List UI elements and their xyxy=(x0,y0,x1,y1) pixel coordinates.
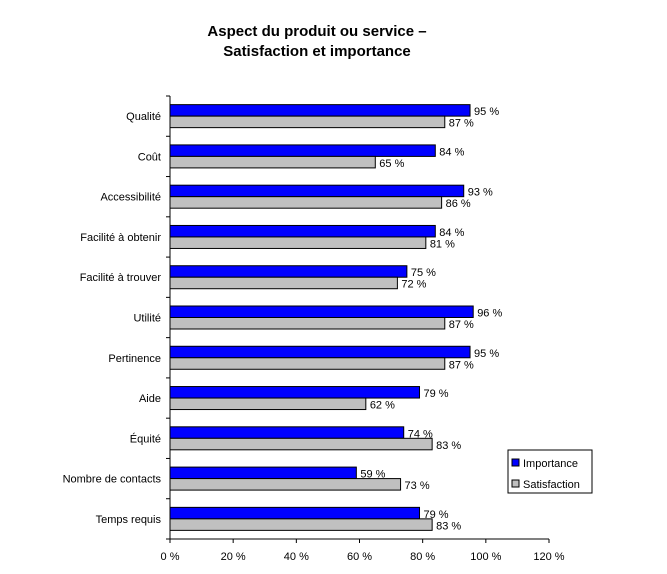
category-label: Accessibilité xyxy=(100,192,161,204)
bar-satisfaction xyxy=(169,196,443,209)
category-label: Facilité à obtenir xyxy=(80,232,161,244)
bar-satisfaction xyxy=(169,236,427,249)
bar-satisfaction xyxy=(169,317,446,330)
bar-importance xyxy=(169,386,421,399)
data-label-importance: 84 % xyxy=(439,227,464,239)
legend-label-importance: Importance xyxy=(523,458,578,470)
data-label-satisfaction: 65 % xyxy=(379,158,404,170)
legend-swatch-importance xyxy=(511,458,520,467)
chart-title-line-1: Aspect du produit ou service – xyxy=(207,23,427,40)
data-label-importance: 93 % xyxy=(468,187,493,199)
bar-satisfaction xyxy=(169,155,376,169)
legend-swatch-satisfaction xyxy=(511,479,520,488)
bar-importance xyxy=(169,466,357,480)
category-label: Équité xyxy=(130,432,161,445)
data-label-importance: 96 % xyxy=(477,308,502,320)
x-tick-label: 100 % xyxy=(470,551,501,563)
x-tick-label: 20 % xyxy=(221,551,246,563)
category-label: Pertinence xyxy=(108,353,161,365)
bar-importance xyxy=(169,104,471,117)
chart-title-line-2: Satisfaction et importance xyxy=(223,43,411,60)
data-label-importance: 74 % xyxy=(408,428,433,440)
bar-satisfaction xyxy=(169,276,398,290)
data-label-satisfaction: 86 % xyxy=(446,198,471,210)
x-tick-label: 80 % xyxy=(410,551,435,563)
bar-satisfaction xyxy=(169,397,367,411)
x-tick-label: 40 % xyxy=(284,551,309,563)
data-label-satisfaction: 83 % xyxy=(436,440,461,452)
data-label-importance: 95 % xyxy=(474,106,499,118)
category-label: Qualité xyxy=(126,111,161,123)
category-label: Aide xyxy=(139,393,161,405)
data-label-satisfaction: 87 % xyxy=(449,319,474,331)
legend-box xyxy=(507,449,593,494)
category-label: Facilité à trouver xyxy=(80,272,162,284)
data-label-importance: 79 % xyxy=(424,509,449,521)
data-label-satisfaction: 62 % xyxy=(370,400,395,412)
data-label-importance: 79 % xyxy=(424,388,449,400)
bar-importance xyxy=(169,506,421,520)
bar-importance xyxy=(169,345,471,359)
data-label-importance: 84 % xyxy=(439,146,464,158)
bar-importance xyxy=(169,184,465,198)
bar-importance xyxy=(169,265,408,278)
category-label: Utilité xyxy=(133,313,161,325)
bar-satisfaction xyxy=(169,357,446,370)
data-label-importance: 95 % xyxy=(474,348,499,360)
bar-importance xyxy=(169,305,474,318)
data-label-importance: 59 % xyxy=(360,469,385,481)
data-label-importance: 75 % xyxy=(411,267,436,279)
bar-satisfaction xyxy=(169,518,433,531)
bar-importance xyxy=(169,144,436,157)
data-label-satisfaction: 81 % xyxy=(430,238,455,250)
bar-satisfaction xyxy=(169,437,433,451)
x-tick-label: 0 % xyxy=(161,551,180,563)
category-label: Nombre de contacts xyxy=(63,474,162,486)
legend-label-satisfaction: Satisfaction xyxy=(523,479,580,491)
data-label-satisfaction: 83 % xyxy=(436,520,461,532)
chart-title: Aspect du produit ou service – Satisfact… xyxy=(0,22,634,62)
bar-satisfaction xyxy=(169,478,402,491)
x-tick-label: 60 % xyxy=(347,551,372,563)
data-label-satisfaction: 87 % xyxy=(449,118,474,130)
bar-importance xyxy=(169,426,405,439)
bar-importance xyxy=(169,224,436,238)
bar-satisfaction xyxy=(169,115,446,129)
category-label: Temps requis xyxy=(96,514,162,526)
data-label-satisfaction: 87 % xyxy=(449,359,474,371)
x-tick-label: 120 % xyxy=(533,551,564,563)
data-label-satisfaction: 73 % xyxy=(405,480,430,492)
data-label-satisfaction: 72 % xyxy=(401,279,426,291)
category-label: Coût xyxy=(138,151,161,163)
